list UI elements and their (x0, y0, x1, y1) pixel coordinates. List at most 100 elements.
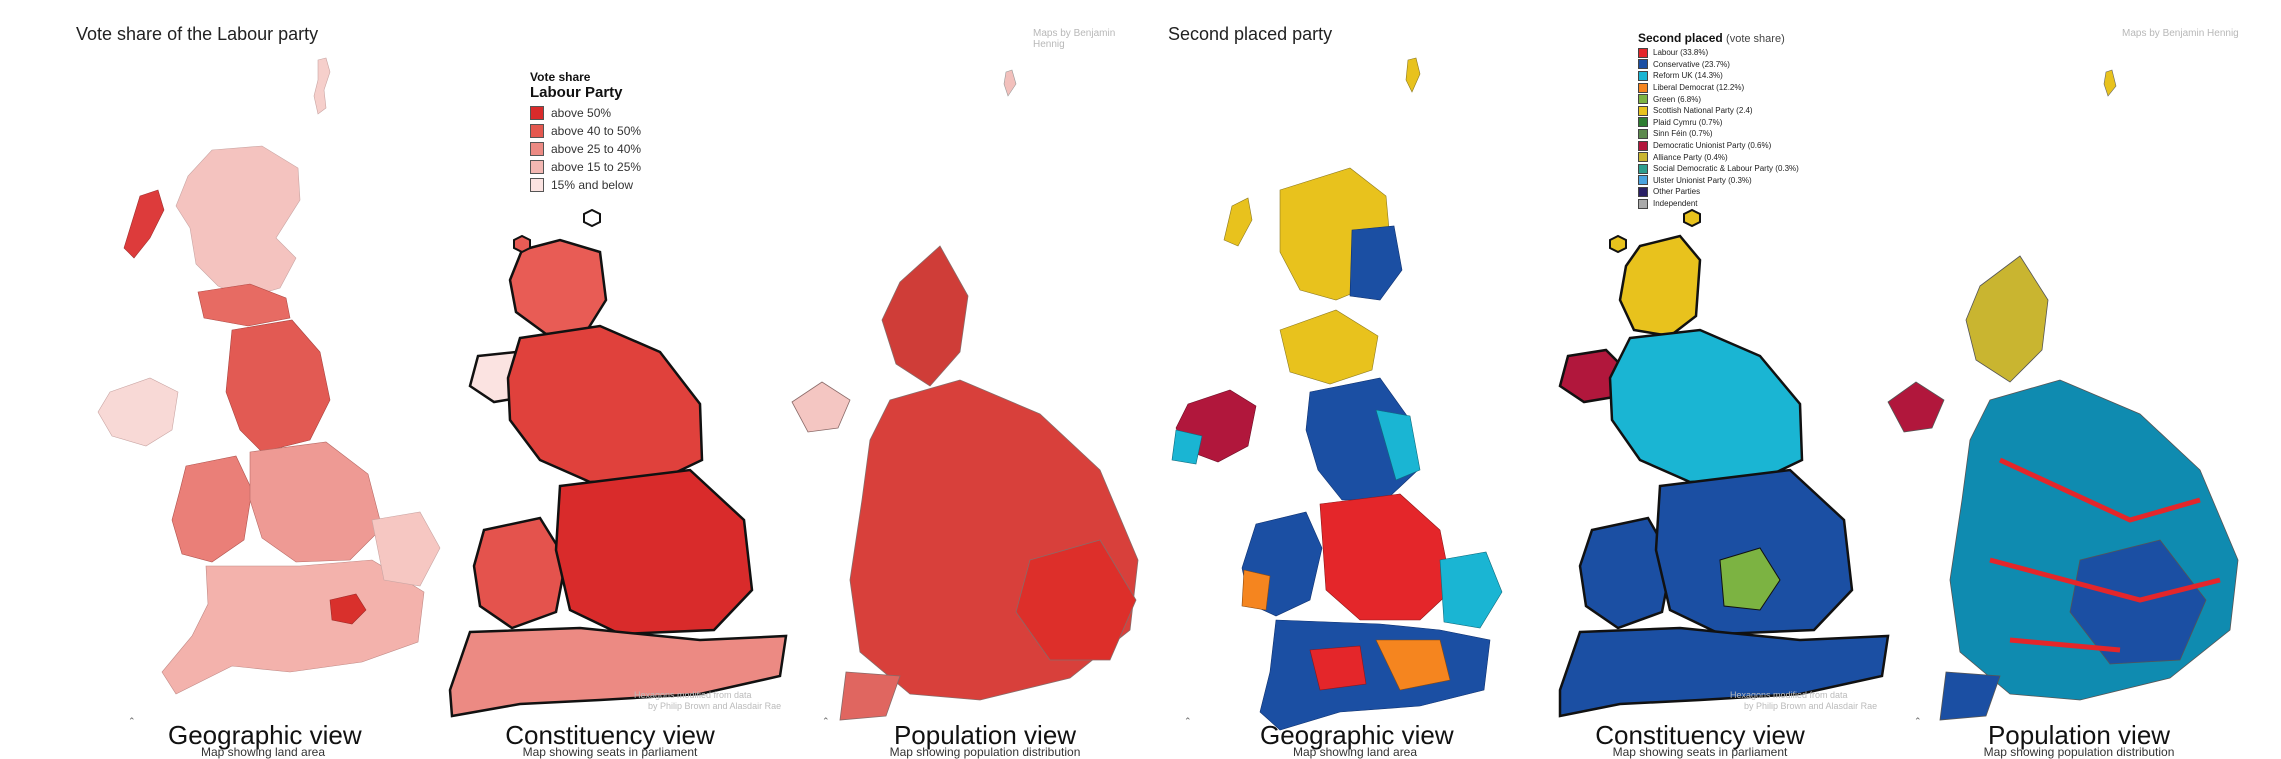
scotland-pop (1965, 255, 2049, 383)
view-title: Constituency view (505, 720, 715, 750)
legend-swatch (1638, 82, 1648, 93)
legend-item: Scottish National Party (2.4) (1638, 105, 1799, 117)
south-coast-pop (1939, 671, 2001, 721)
scotland-pop (881, 245, 969, 387)
legend-label: above 40 to 50% (551, 124, 642, 138)
shetland-shape (313, 57, 331, 115)
legend-label: Sinn Féin (0.7%) (1653, 129, 1713, 139)
legend-swatch (1638, 140, 1648, 151)
scotland-south-shape (1279, 309, 1379, 385)
hex-source-note: Hexagons modified from data by Philip Br… (634, 690, 781, 712)
northern-scotland-pop (2103, 69, 2117, 97)
labour-vote-share-panel: Vote share of the Labour party Maps by B… (0, 0, 1140, 759)
map-credit: Maps by Benjamin Hennig (1033, 28, 1116, 50)
legend-swatch (530, 160, 544, 174)
population-map-labour (791, 69, 1139, 721)
view-title: Constituency view (1595, 720, 1805, 750)
view-subtitle: Map showing seats in parliament (522, 745, 698, 759)
legend-item: Ulster Unionist Party (0.3%) (1638, 175, 1799, 187)
legend-swatch (1638, 128, 1648, 139)
scotland-shape (175, 145, 301, 299)
view-subtitle: Map showing land area (200, 745, 326, 759)
view-subtitle: Map showing land area (1292, 745, 1418, 759)
legend-item: Independent (1638, 198, 1799, 210)
legend-party: Labour Party (530, 84, 623, 101)
hex-note-line: by Philip Brown and Alasdair Rae (1744, 701, 1878, 711)
legend-label: Plaid Cymru (0.7%) (1653, 117, 1723, 127)
second-place-maps (1171, 57, 2239, 731)
south-coast-pop (839, 671, 901, 721)
north-east-shape (1375, 409, 1421, 481)
legend-swatch (530, 142, 544, 156)
south-england-shape (1259, 619, 1491, 731)
view-subtitle: Map showing population distribution (889, 745, 1081, 759)
legend-label: Ulster Unionist Party (0.3%) (1653, 175, 1752, 185)
north-arrow-icon: ⌃ (822, 716, 830, 726)
legend-label: Conservative (23.7%) (1653, 59, 1730, 69)
legend-label: above 15 to 25% (551, 160, 642, 174)
legend-swatch (530, 178, 544, 192)
legend-item: Reform UK (14.3%) (1638, 70, 1799, 82)
northern-ireland-shape (97, 377, 179, 447)
legend-swatch (1638, 117, 1648, 128)
legend-item: above 40 to 50% (530, 122, 641, 140)
north-arrow-icon: ⌃ (128, 716, 136, 726)
green-cluster-hex (1719, 547, 1781, 611)
england-north-hex-region (506, 324, 704, 484)
legend-label: Social Democratic & Labour Party (0.3%) (1653, 164, 1799, 174)
legend-label: 15% and below (551, 178, 634, 192)
south-east-shape (1375, 639, 1451, 691)
orkney-hex (1609, 234, 1627, 254)
view-title: Population view (893, 720, 1077, 750)
legend-item: Democratic Unionist Party (0.6%) (1638, 140, 1799, 152)
northern-scotland-pop (1003, 69, 1017, 97)
legend-item: Labour (33.8%) (1638, 47, 1799, 59)
hex-note-line: Hexagons modified from data (634, 690, 752, 700)
second-placed-legend: Second placed (vote share) Labour (33.8%… (1638, 30, 1799, 209)
map-credit: Maps by Benjamin Hennig (2122, 28, 2239, 39)
legend-swatch (1638, 186, 1648, 197)
northern-england-shape (225, 319, 331, 453)
legend-label: Labour (33.8%) (1653, 48, 1709, 58)
legend-item: Alliance Party (0.4%) (1638, 151, 1799, 163)
legend-swatch (1638, 152, 1648, 163)
view-subtitle: Map showing seats in parliament (1612, 745, 1788, 759)
england-south-hex-region (448, 626, 788, 718)
legend-item: Conservative (23.7%) (1638, 59, 1799, 71)
legend-heading-sub: (vote share) (1726, 33, 1785, 45)
shetland-hex (513, 234, 531, 254)
wales-hex-region (472, 516, 568, 630)
legend-label: Liberal Democrat (12.2%) (1653, 83, 1745, 93)
legend-swatch (1638, 163, 1648, 174)
legend-heading: Second placed (vote share) (1638, 30, 1799, 47)
england-north-hex-region (1608, 328, 1804, 484)
east-anglia-shape (1439, 551, 1503, 629)
england-midlands-hex-region (554, 468, 754, 636)
london-shape (329, 593, 367, 625)
geographic-map-second (1171, 57, 1503, 731)
legend-label: Independent (1653, 199, 1698, 209)
legend-swatch (530, 124, 544, 138)
legend-swatch (1638, 47, 1648, 58)
legend-item: above 25 to 40% (530, 140, 641, 158)
northern-ireland-pop (1887, 381, 1945, 433)
legend-item: Plaid Cymru (0.7%) (1638, 117, 1799, 129)
panel-title: Second placed party (1168, 24, 1333, 44)
population-map-second (1887, 69, 2239, 721)
hex-map-second (1558, 208, 1890, 718)
geographic-map-labour (97, 57, 441, 695)
orkney-hex (583, 208, 601, 228)
south-red-shape (1309, 645, 1367, 691)
legend-item: Liberal Democrat (12.2%) (1638, 82, 1799, 94)
north-arrow-icon: ⌃ (1184, 716, 1192, 726)
second-placed-panel: Second placed party Maps by Benjamin Hen… (1140, 0, 2280, 759)
legend-label: Green (6.8%) (1653, 94, 1702, 104)
view-subtitle: Map showing population distribution (1983, 745, 2175, 759)
legend-swatch (1638, 59, 1648, 70)
legend-swatch (1638, 94, 1648, 105)
legend-swatch (530, 106, 544, 120)
view-title: Population view (1987, 720, 2171, 750)
legend-swatch (1638, 198, 1648, 209)
panel-title: Vote share of the Labour party (76, 24, 319, 44)
wales-hex-region (1578, 516, 1674, 630)
